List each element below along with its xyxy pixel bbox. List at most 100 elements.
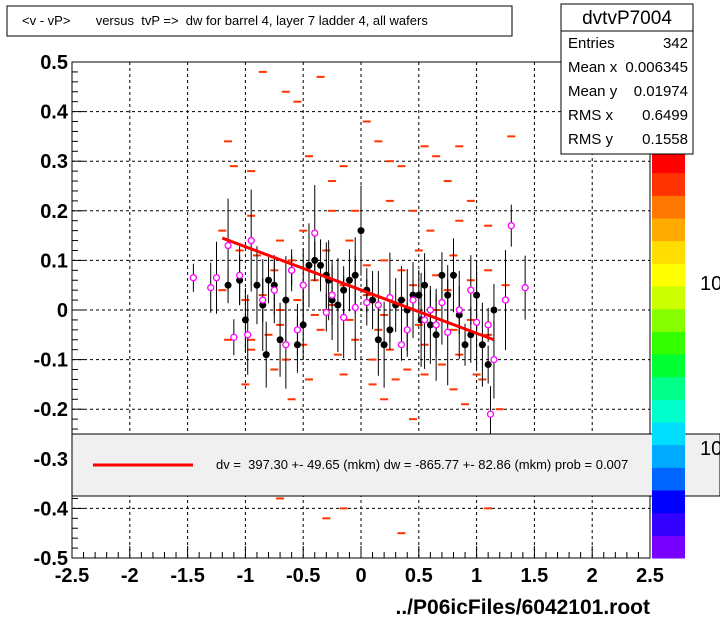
palette-cell <box>652 512 685 536</box>
profile-point <box>461 341 469 349</box>
x-tick-label: 0.5 <box>405 565 433 587</box>
palette-cell <box>652 422 685 446</box>
profile-point-alt <box>293 326 302 334</box>
palette-cell <box>652 218 685 242</box>
profile-point-alt <box>507 222 515 230</box>
chart-title: <v - vP> versus tvP => dw for barrel 4, … <box>22 13 428 28</box>
footer-filename: ../P06icFiles/6042101.root <box>396 596 650 619</box>
palette-cell <box>652 399 685 423</box>
palette-label-lower: 10 <box>700 438 720 460</box>
profile-point <box>265 276 273 284</box>
palette-cell <box>652 240 685 264</box>
profile-point <box>397 296 405 304</box>
y-tick-label: 0 <box>57 300 68 322</box>
x-tick-labels: -2.5 -2 -1.5 -1 -0.5 0 0.5 1 1.5 2 2.5 <box>55 565 664 587</box>
stats-name: dvtvP7004 <box>582 8 672 29</box>
color-palette <box>652 150 685 559</box>
x-tick-label: -2 <box>121 565 139 587</box>
profile-point-alt <box>484 321 492 329</box>
profile-point-alt <box>426 306 435 314</box>
y-tick-label: 0.1 <box>40 250 68 272</box>
profile-point <box>449 271 457 279</box>
y-tick-label: -0.3 <box>34 449 68 471</box>
profile-point-alt <box>397 341 406 349</box>
y-tick-label: 0.5 <box>40 52 68 74</box>
profile-point-alt <box>207 284 215 292</box>
profile-point-alt <box>403 326 411 334</box>
x-tick-label: 2 <box>587 565 598 587</box>
profile-point-alt <box>472 318 481 327</box>
profile-point-alt <box>299 281 307 289</box>
palette-cell <box>652 444 685 468</box>
profile-point-alt <box>420 316 429 324</box>
palette-cell <box>652 195 685 219</box>
profile-point-alt <box>270 286 278 294</box>
profile-point-alt <box>455 306 463 314</box>
profile-point <box>369 296 377 304</box>
x-tick-label: -2.5 <box>55 565 89 587</box>
stats-label: Entries <box>568 35 615 52</box>
stats-value: 0.006345 <box>625 59 688 76</box>
stats-label: RMS y <box>568 131 614 148</box>
legend-text: dv = 397.30 +- 49.65 (mkm) dw = -865.77 … <box>216 457 628 472</box>
palette-cell <box>652 354 685 378</box>
stats-box: dvtvP7004 Entries 342 Mean x 0.006345 Mean y… <box>560 3 694 155</box>
profile-point-alt <box>432 321 440 329</box>
stats-value: 0.6499 <box>642 107 688 124</box>
profile-point <box>490 306 498 314</box>
y-tick-labels: 0.5 0.4 0.3 0.2 0.1 0 -0.1 -0.2 -0.3 -0.4 -0.5 <box>34 52 69 570</box>
x-tick-label: 1 <box>471 565 482 587</box>
title-box: <v - vP> versus tvP => dw for barrel 4, … <box>6 5 513 37</box>
x-tick-label: 1.5 <box>520 565 548 587</box>
profile-point-alt <box>259 296 267 304</box>
y-tick-label: -0.5 <box>34 548 68 570</box>
profile-point-alt <box>282 341 290 349</box>
profile-point <box>262 351 270 359</box>
profile-point-alt <box>521 284 529 292</box>
palette-cell <box>652 150 685 174</box>
profile-point-alt <box>287 266 296 274</box>
profile-point-alt <box>311 229 319 237</box>
profile-point-alt <box>235 271 244 279</box>
palette-cell <box>652 490 685 514</box>
profile-point <box>282 296 290 304</box>
axes <box>71 61 651 559</box>
profile-point <box>415 291 423 299</box>
palette-cell <box>652 286 685 310</box>
x-tick-label: -0.5 <box>286 565 320 587</box>
profile-point <box>357 227 365 235</box>
profile-point-alt <box>444 328 452 336</box>
profile-point-alt <box>374 301 382 309</box>
y-tick-label: 0.3 <box>40 151 68 173</box>
profile-point <box>317 261 325 269</box>
profile-point <box>484 361 492 369</box>
profile-point-alt <box>438 298 446 307</box>
fit-line-group <box>221 236 495 342</box>
profile-point-alt <box>486 410 495 418</box>
profile-point-alt <box>189 274 198 282</box>
y-tick-label: -0.4 <box>34 498 69 520</box>
palette-label-upper: 10 <box>700 273 720 295</box>
palette-cell <box>652 467 685 491</box>
profile-points <box>189 185 529 443</box>
stats-value: 0.1558 <box>642 131 688 148</box>
profile-point <box>374 336 382 344</box>
profile-point-alt <box>340 313 348 322</box>
stats-label: Mean x <box>568 59 618 76</box>
stats-value: 342 <box>663 35 688 52</box>
profile-point-alt <box>490 355 498 364</box>
profile-point-alt <box>322 308 330 317</box>
profile-point <box>478 341 486 349</box>
x-tick-label: -1.5 <box>170 565 204 587</box>
stats-label: Mean y <box>568 83 618 100</box>
profile-point-alt <box>230 333 238 341</box>
palette-cell <box>652 376 685 400</box>
palette-cell <box>652 263 685 287</box>
x-tick-label: 2.5 <box>636 565 664 587</box>
profile-point <box>334 301 342 309</box>
profile-point-alt <box>501 296 510 304</box>
stats-value: 0.01974 <box>634 83 688 100</box>
palette-cell <box>652 172 685 196</box>
profile-point-alt <box>328 291 336 299</box>
